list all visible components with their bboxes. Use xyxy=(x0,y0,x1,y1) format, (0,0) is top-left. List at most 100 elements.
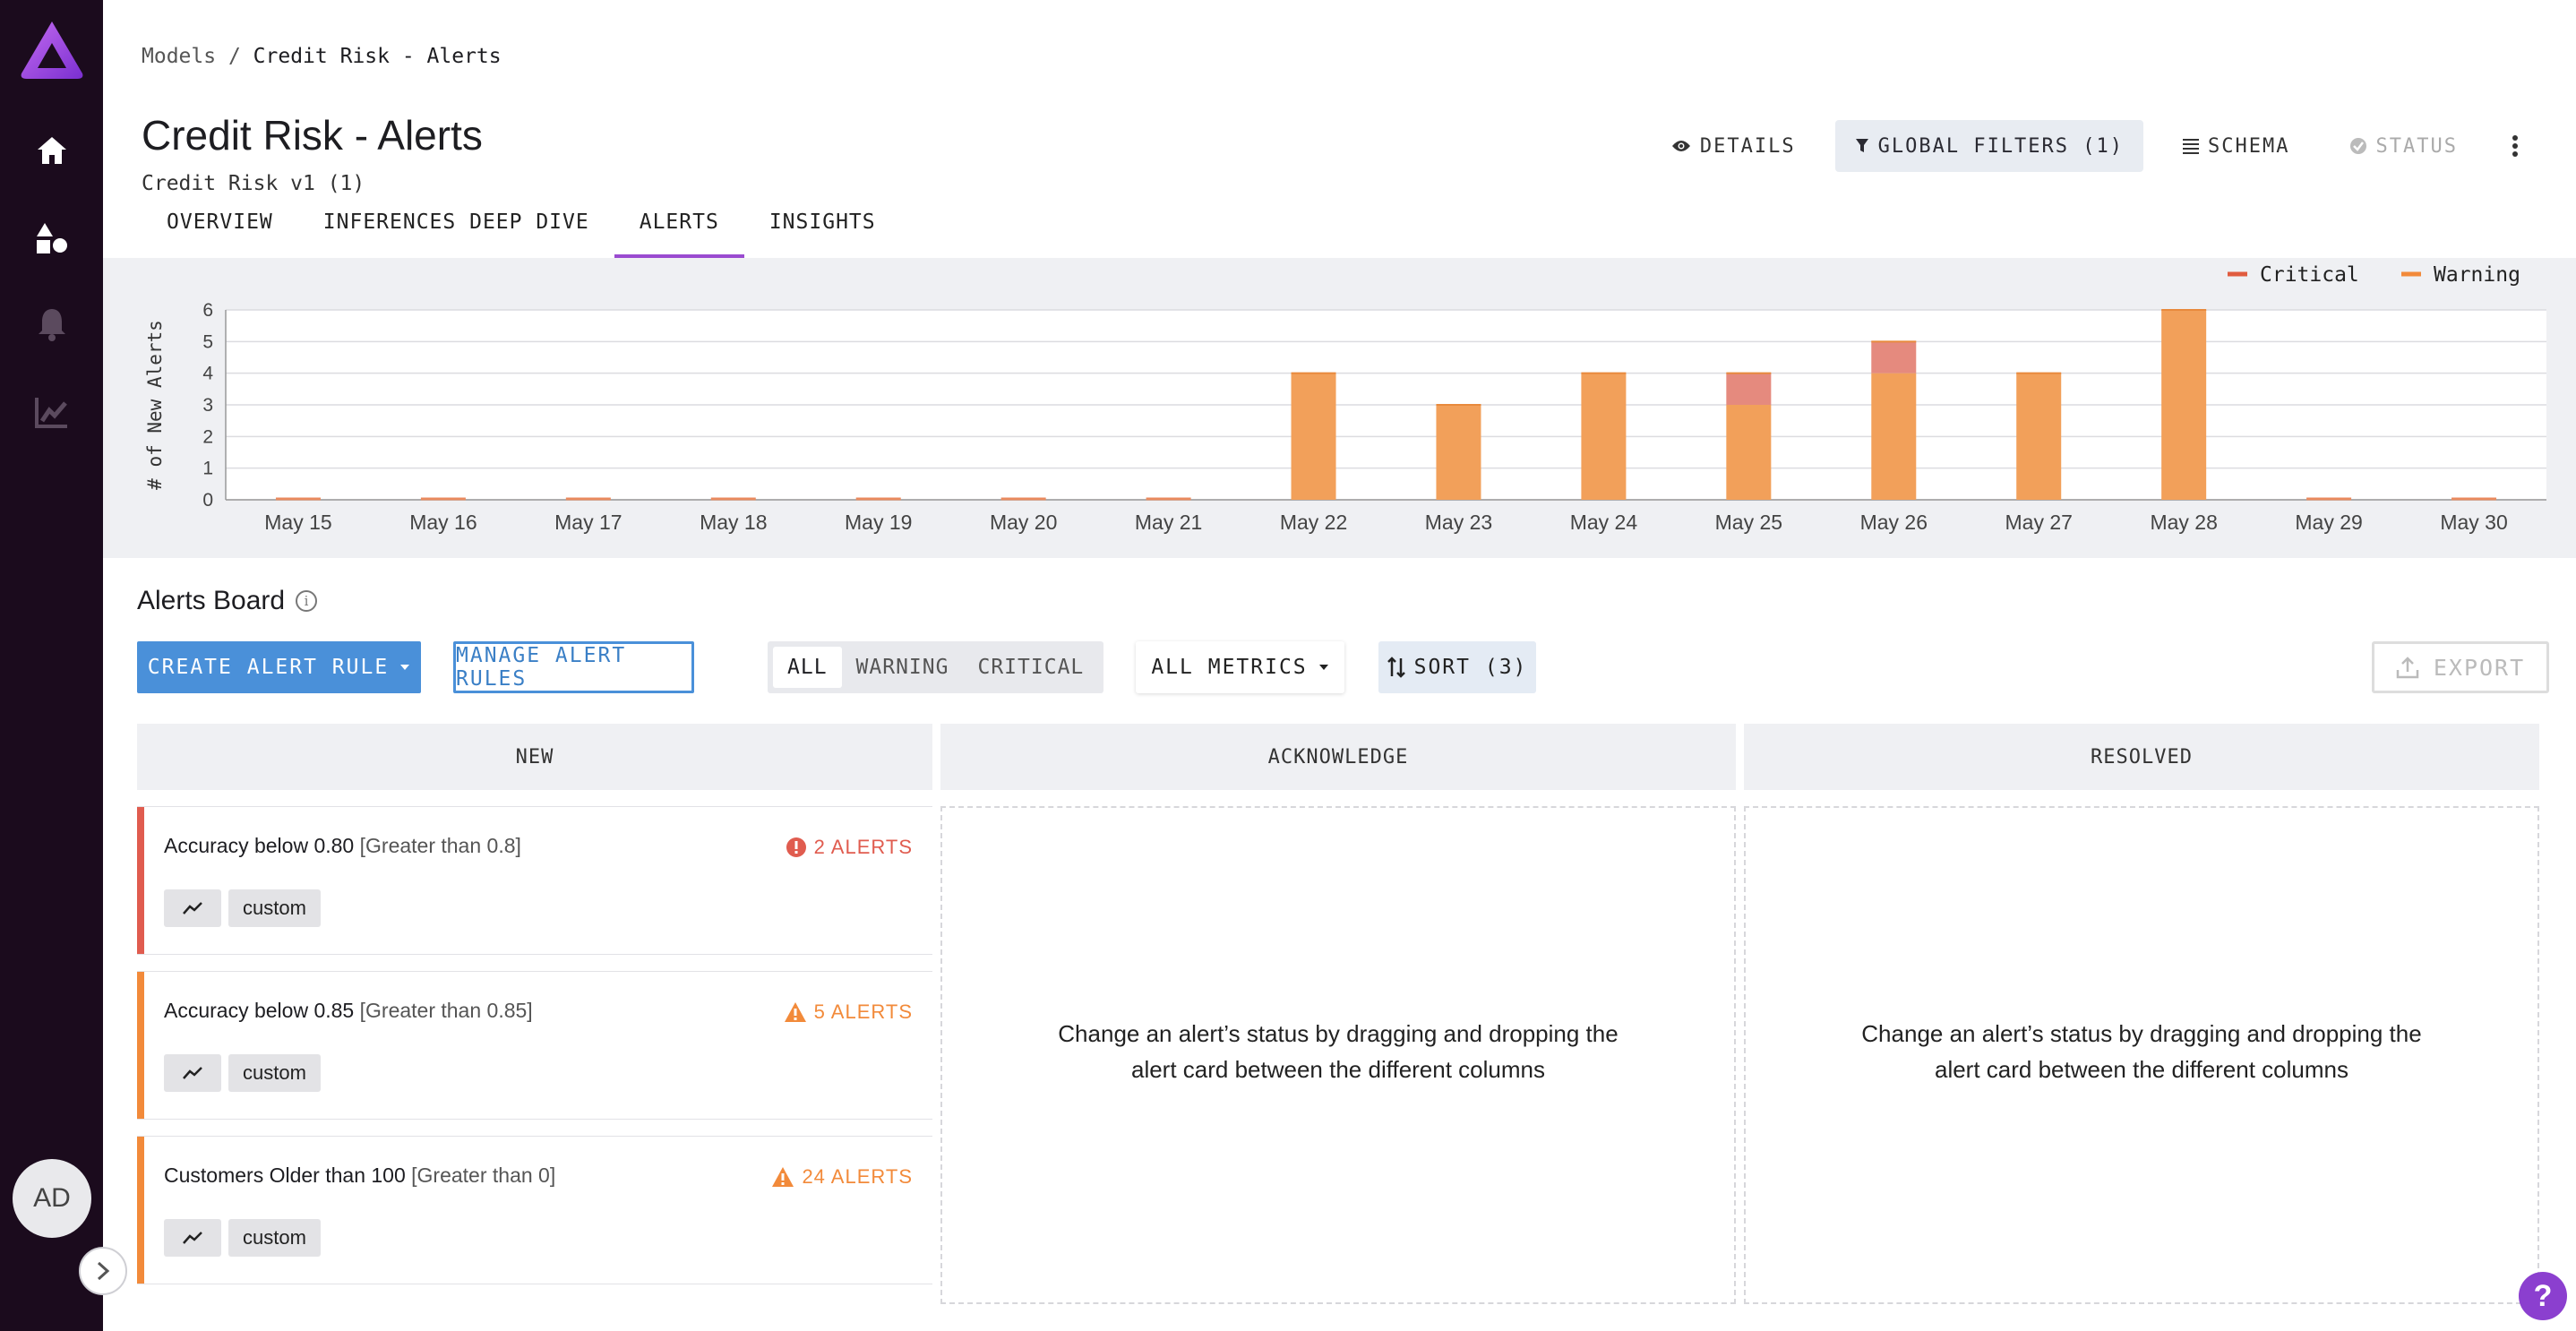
column-header-new: NEW xyxy=(137,724,932,790)
alert-tag: custom xyxy=(228,1219,321,1257)
x-tick-label: May 18 xyxy=(700,511,767,534)
breadcrumb: Models / Credit Risk - Alerts xyxy=(142,45,502,68)
x-tick-label: May 20 xyxy=(990,511,1057,534)
global-filters-button[interactable]: GLOBAL FILTERS (1) xyxy=(1834,120,2144,172)
manage-alert-rules-button[interactable]: MANAGE ALERT RULES xyxy=(453,641,694,693)
status-button[interactable]: STATUS xyxy=(2330,120,2477,172)
bell-icon[interactable] xyxy=(32,305,72,344)
critical-icon xyxy=(786,837,806,857)
legend-label-critical: Critical xyxy=(2260,263,2359,287)
create-alert-rule-button[interactable]: CREATE ALERT RULE xyxy=(137,641,421,693)
home-icon[interactable] xyxy=(32,131,72,170)
column-header-resolved: RESOLVED xyxy=(1744,724,2539,790)
alerts-chart: 0 1 2 3 4 5 6 # of New Alerts May 15 May 16 May 17… xyxy=(144,263,2546,534)
details-label: DETAILS xyxy=(1699,134,1796,158)
alert-tag: custom xyxy=(228,889,321,927)
insights-icon[interactable] xyxy=(32,392,72,432)
export-button[interactable]: EXPORT xyxy=(2372,641,2549,693)
alerts-toolbar: CREATE ALERT RULE MANAGE ALERT RULES ALL… xyxy=(137,641,2549,693)
x-tick-label: May 25 xyxy=(1715,511,1782,534)
drop-zone-acknowledge[interactable]: Change an alert’s status by dragging and… xyxy=(940,806,1736,1304)
y-tick-label: 4 xyxy=(202,364,213,384)
help-icon[interactable]: ? xyxy=(2519,1272,2567,1320)
alert-rule-title: Accuracy below 0.85 xyxy=(164,999,355,1022)
alert-count-label: 2 ALERTS xyxy=(813,836,913,858)
page-title: Credit Risk - Alerts xyxy=(142,112,483,159)
filter-icon xyxy=(1855,139,1868,152)
alerts-board-title: Alerts Board xyxy=(137,586,286,615)
alert-rule-condition: [Greater than 0.85] xyxy=(359,999,533,1022)
upload-icon xyxy=(2396,657,2419,679)
alert-rule-condition: [Greater than 0] xyxy=(411,1164,556,1187)
filter-critical[interactable]: CRITICAL xyxy=(977,656,1085,679)
tab-insights[interactable]: INSIGHTS xyxy=(769,210,876,234)
models-icon[interactable] xyxy=(32,219,72,258)
x-tick-label: May 27 xyxy=(2005,511,2073,534)
trend-icon xyxy=(164,1054,221,1092)
tab-overview[interactable]: OVERVIEW xyxy=(167,210,273,234)
alert-count-label: 5 ALERTS xyxy=(813,1000,913,1023)
bar-warning xyxy=(1291,373,1336,500)
app-logo[interactable] xyxy=(20,20,84,81)
bar-critical xyxy=(1871,341,1917,374)
alert-rule-title: Accuracy below 0.80 xyxy=(164,834,355,857)
eye-icon xyxy=(1671,141,1690,151)
caret-down-icon xyxy=(400,665,410,670)
column-acknowledge: ACKNOWLEDGE Change an alert’s status by … xyxy=(940,724,1736,1304)
y-tick-label: 5 xyxy=(202,331,213,352)
details-button[interactable]: DETAILS xyxy=(1652,120,1816,172)
expand-sidebar-button[interactable] xyxy=(79,1247,127,1295)
severity-filter: ALL WARNING CRITICAL xyxy=(768,641,1104,693)
all-metrics-dropdown[interactable]: ALL METRICS xyxy=(1136,641,1344,693)
legend-label-warning: Warning xyxy=(2434,263,2520,287)
severity-stripe xyxy=(137,807,144,954)
sort-label: SORT (3) xyxy=(1413,656,1528,679)
x-tick-label: May 16 xyxy=(409,511,477,534)
alert-count: 24 ALERTS xyxy=(771,1165,913,1189)
y-tick-label: 2 xyxy=(202,426,213,447)
alert-card[interactable]: Accuracy below 0.80 [Greater than 0.8] 2… xyxy=(137,806,932,955)
bar-warning xyxy=(1871,373,1917,500)
empty-column-message: Change an alert’s status by dragging and… xyxy=(1058,1020,1619,1083)
filter-all[interactable]: ALL xyxy=(773,647,842,688)
severity-stripe xyxy=(137,972,144,1119)
drop-zone-resolved[interactable]: Change an alert’s status by dragging and… xyxy=(1744,806,2539,1304)
warning-icon xyxy=(772,1167,794,1187)
y-tick-label: 0 xyxy=(202,490,213,511)
bar-critical xyxy=(1726,373,1772,405)
breadcrumb-root[interactable]: Models xyxy=(142,45,217,68)
tab-bar: OVERVIEW INFERENCES DEEP DIVE ALERTS INS… xyxy=(142,204,901,258)
header-actions: DETAILS GLOBAL FILTERS (1) SCHEMA STATUS xyxy=(1652,120,2533,172)
warning-icon xyxy=(784,1002,806,1022)
x-tick-label: May 30 xyxy=(2440,511,2507,534)
more-options-icon[interactable] xyxy=(2497,120,2533,172)
trend-icon xyxy=(164,889,221,927)
x-tick-label: May 28 xyxy=(2150,511,2217,534)
page-subtitle: Credit Risk v1 (1) xyxy=(142,172,365,195)
alert-rule-condition: [Greater than 0.8] xyxy=(359,834,521,857)
x-tick-label: May 19 xyxy=(845,511,912,534)
info-icon[interactable]: i xyxy=(296,590,318,612)
bar-warning xyxy=(2161,310,2207,500)
severity-stripe xyxy=(137,1137,144,1284)
y-tick-label: 6 xyxy=(202,300,213,321)
sort-icon xyxy=(1387,657,1405,678)
alert-tag: custom xyxy=(228,1054,321,1092)
tab-alerts[interactable]: ALERTS xyxy=(614,204,744,258)
alert-card[interactable]: Customers Older than 100 [Greater than 0… xyxy=(137,1136,932,1284)
x-tick-label: May 21 xyxy=(1135,511,1202,534)
list-icon xyxy=(2183,139,2200,154)
sidebar: AD xyxy=(0,0,103,1331)
avatar[interactable]: AD xyxy=(13,1159,91,1238)
tab-inferences-deep-dive[interactable]: INFERENCES DEEP DIVE xyxy=(322,210,589,234)
alert-card[interactable]: Accuracy below 0.85 [Greater than 0.85] … xyxy=(137,971,932,1120)
x-tick-label: May 23 xyxy=(1425,511,1492,534)
all-metrics-label: ALL METRICS xyxy=(1151,656,1308,679)
schema-button[interactable]: SCHEMA xyxy=(2163,120,2309,172)
filter-warning[interactable]: WARNING xyxy=(855,656,949,679)
export-label: EXPORT xyxy=(2433,654,2526,681)
column-new: NEW Accuracy below 0.80 [Greater than 0.… xyxy=(137,724,932,1284)
sort-button[interactable]: SORT (3) xyxy=(1378,641,1536,693)
empty-column-message: Change an alert’s status by dragging and… xyxy=(1861,1020,2422,1083)
column-body-new: Accuracy below 0.80 [Greater than 0.8] 2… xyxy=(137,806,932,1304)
